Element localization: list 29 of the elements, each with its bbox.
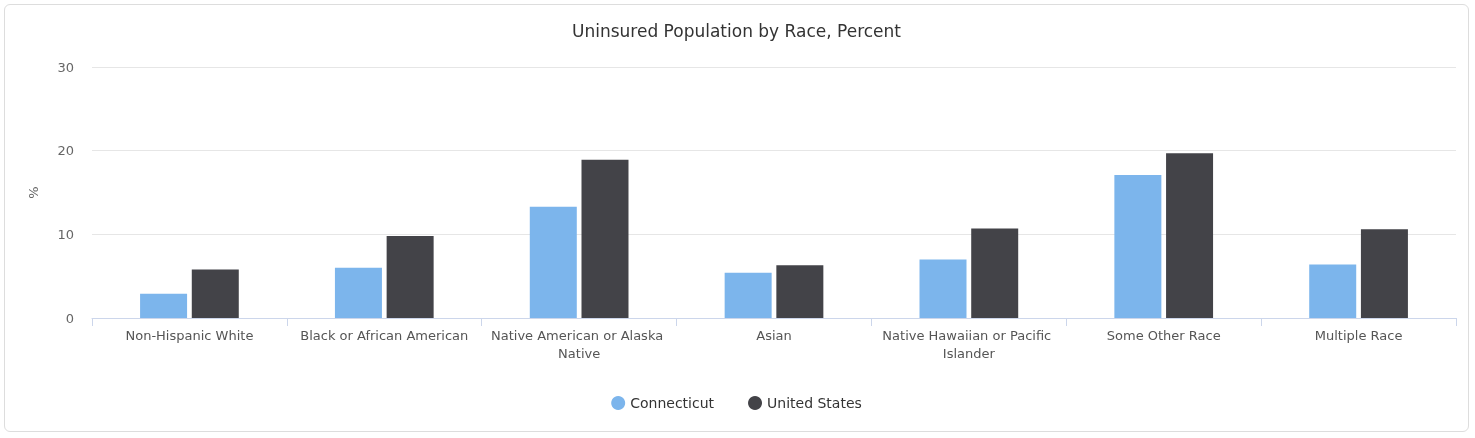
x-tick-label: Black or African American — [300, 327, 469, 343]
bar — [1166, 153, 1214, 318]
x-tick-label: Native American or Alaska Native — [490, 327, 668, 361]
bar — [724, 272, 772, 318]
bar — [1309, 264, 1357, 318]
bar — [140, 293, 188, 318]
y-tick-label: 10 — [57, 226, 74, 242]
bar — [1114, 174, 1162, 318]
bar — [529, 206, 577, 318]
x-tick-label: Asian — [756, 327, 792, 343]
x-tick-label: Multiple Race — [1314, 327, 1403, 343]
bar — [919, 259, 967, 318]
bar — [386, 236, 434, 318]
bar — [971, 228, 1019, 318]
y-axis-title: % — [26, 186, 41, 199]
bar — [334, 267, 382, 318]
y-tick-label: 30 — [57, 59, 74, 75]
legend-label: United States — [767, 395, 862, 411]
y-tick-label: 20 — [57, 143, 74, 159]
x-tick-label: Some Other Race — [1106, 327, 1221, 343]
chart-title: Uninsured Population by Race, Percent — [571, 20, 902, 41]
bar — [191, 269, 239, 318]
legend-label: Connecticut — [630, 395, 715, 411]
x-tick-label: Non-Hispanic White — [125, 327, 254, 343]
bar — [1360, 229, 1408, 318]
bar — [776, 265, 824, 318]
bar — [581, 159, 629, 318]
y-tick-label: 0 — [65, 310, 74, 326]
x-tick-label: Native Hawaiian or Pacific Islander — [882, 327, 1056, 361]
